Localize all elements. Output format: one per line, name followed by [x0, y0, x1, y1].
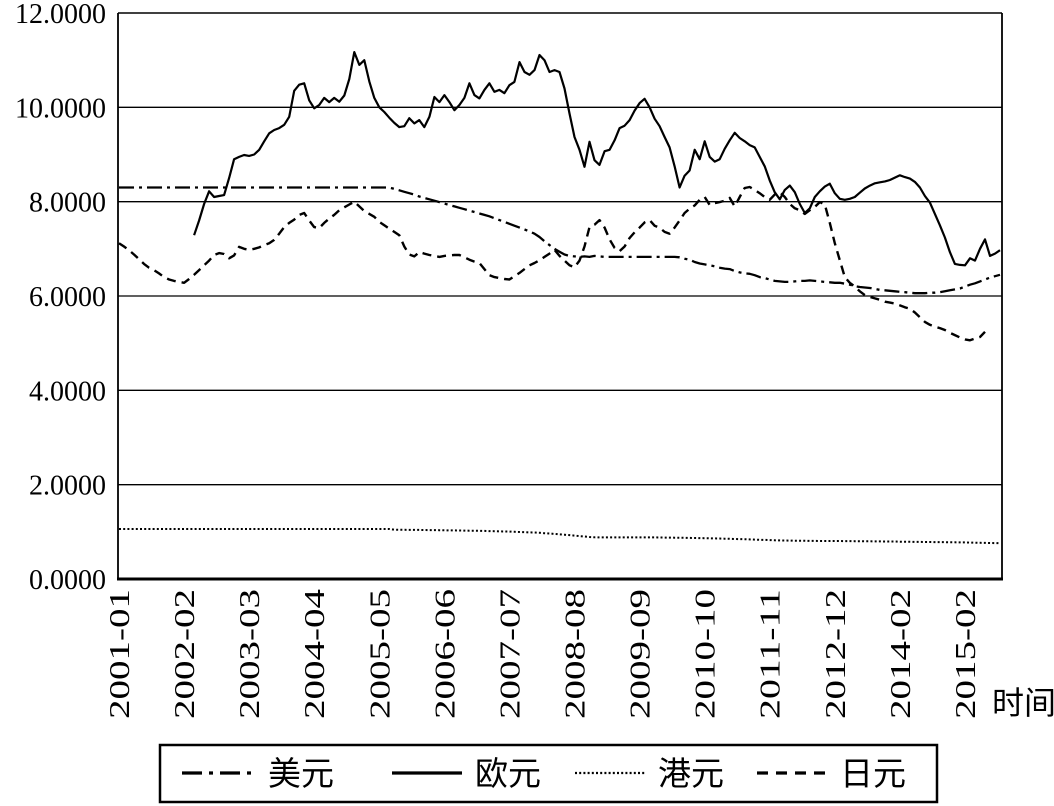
y-tick-label-2: 2.0000 — [29, 471, 106, 502]
x-tick-label-2009-09: 2009-09 — [626, 589, 657, 719]
gridlines — [118, 106, 1002, 486]
legend-entry-hkd: 港元 — [575, 757, 724, 793]
x-tick-label-2001-01: 2001-01 — [105, 589, 136, 719]
axes — [117, 12, 1003, 581]
series-lines — [118, 51, 1001, 545]
x-tick-label-2012-12: 2012-12 — [821, 589, 852, 719]
x-tick-label-2011-11: 2011-11 — [756, 589, 787, 719]
x-tick-label-2008-08: 2008-08 — [561, 589, 592, 719]
y-tick-label-0: 0.0000 — [29, 565, 106, 596]
y-tick-label-10: 10.0000 — [15, 93, 106, 124]
legend-entry-usd: 美元 — [182, 756, 334, 793]
x-tick-label-2004-04: 2004-04 — [300, 589, 331, 719]
y-tick-label-4: 4.0000 — [29, 376, 106, 407]
legend-box — [158, 743, 939, 804]
x-tick-label-2002-02: 2002-02 — [170, 589, 201, 719]
x-tick-label-2005-05: 2005-05 — [365, 589, 396, 719]
y-tick-label-8: 8.0000 — [29, 188, 106, 219]
x-axis-labels: 2001-01 2002-02 2003-03 2004-04 2005-05 2006-… — [105, 589, 982, 719]
legend-label-eur: 欧元 — [475, 756, 541, 793]
series-line-eur — [193, 51, 1001, 267]
legend-entry-eur: 欧元 — [392, 756, 541, 793]
y-axis-labels: 0.0000 2.0000 4.0000 6.0000 8.0000 10.0000 12.… — [15, 0, 106, 596]
x-tick-label-2006-06: 2006-06 — [430, 589, 461, 719]
series-line-usd — [119, 186, 1001, 295]
x-tick-label-2015-02: 2015-02 — [951, 589, 982, 719]
x-axis-title: 时间 — [992, 685, 1054, 721]
x-tick-label-2010-10: 2010-10 — [691, 589, 722, 719]
y-tick-label-6: 6.0000 — [29, 282, 106, 313]
x-tick-label-2003-03: 2003-03 — [235, 589, 266, 719]
legend-label-hkd: 港元 — [658, 757, 724, 793]
x-tick-label-2007-07: 2007-07 — [495, 589, 526, 719]
legend-entry-jpy: 日元 — [757, 757, 906, 793]
y-tick-label-12: 12.0000 — [15, 0, 106, 30]
legend-label-usd: 美元 — [268, 756, 334, 793]
legend: 美元 欧元 港元 日元 — [158, 743, 939, 804]
legend-label-jpy: 日元 — [840, 757, 906, 793]
x-tick-label-2014-02: 2014-02 — [886, 589, 917, 719]
